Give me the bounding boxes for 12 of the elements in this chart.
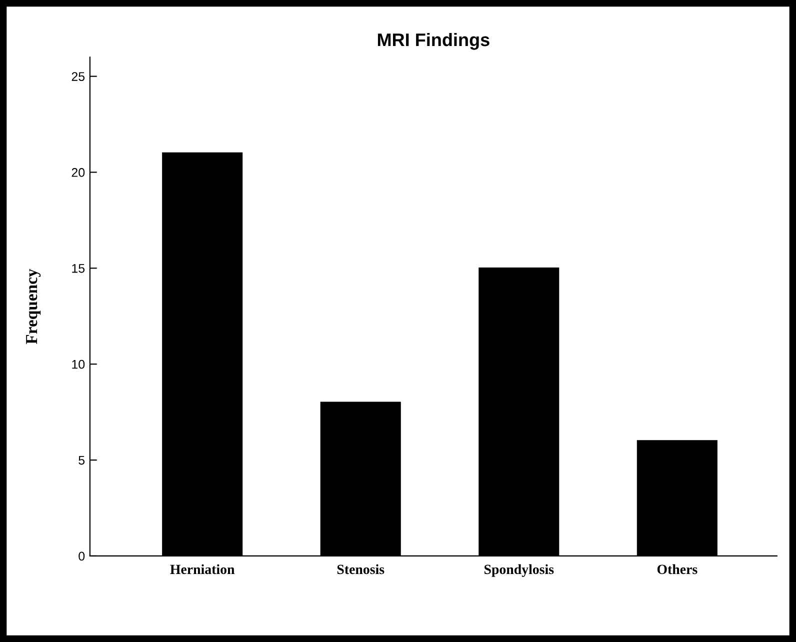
- y-tick-label: 15: [72, 264, 85, 273]
- x-tick-label: Spondylosis: [484, 564, 554, 577]
- x-tick-label: Stenosis: [337, 564, 384, 574]
- x-tick-label: Others: [657, 564, 698, 574]
- y-tick-label: 10: [72, 360, 85, 369]
- y-tick-label: 20: [72, 168, 85, 177]
- chart-title: MRI Findings: [378, 32, 490, 50]
- y-tick-label: 25: [72, 72, 85, 81]
- y-axis-title: Frequency: [26, 268, 41, 344]
- x-tick-label: Herniation: [170, 564, 235, 574]
- y-tick-label: 5: [78, 456, 85, 465]
- y-tick-label: 0: [78, 552, 85, 561]
